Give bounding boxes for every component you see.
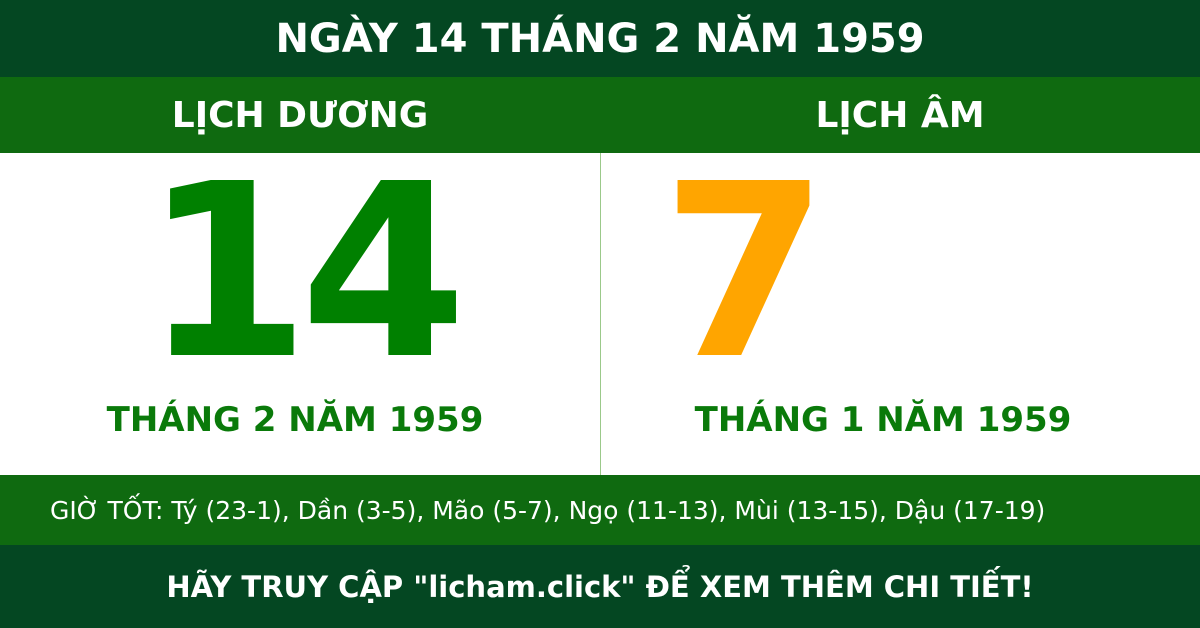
lunar-heading: LỊCH ÂM [815, 95, 985, 136]
divider [600, 153, 601, 475]
lunar-month-year: THÁNG 1 NĂM 1959 [694, 400, 1072, 440]
solar-month-year: THÁNG 2 NĂM 1959 [106, 400, 484, 440]
solar-day: 14 [143, 132, 467, 412]
page-title: NGÀY 14 THÁNG 2 NĂM 1959 [0, 0, 1200, 77]
solar-heading: LỊCH DƯƠNG [171, 95, 429, 136]
column-headers: LỊCH DƯƠNG LỊCH ÂM [0, 77, 1200, 153]
lunar-day: 7 [661, 132, 829, 412]
footer-cta: HÃY TRUY CẬP "licham.click" ĐỂ XEM THÊM … [0, 545, 1200, 628]
solar-panel [0, 153, 600, 475]
good-hours: GIỜ TỐT: Tý (23-1), Dần (3-5), Mão (5-7)… [0, 475, 1200, 545]
lunar-panel [601, 153, 1200, 475]
